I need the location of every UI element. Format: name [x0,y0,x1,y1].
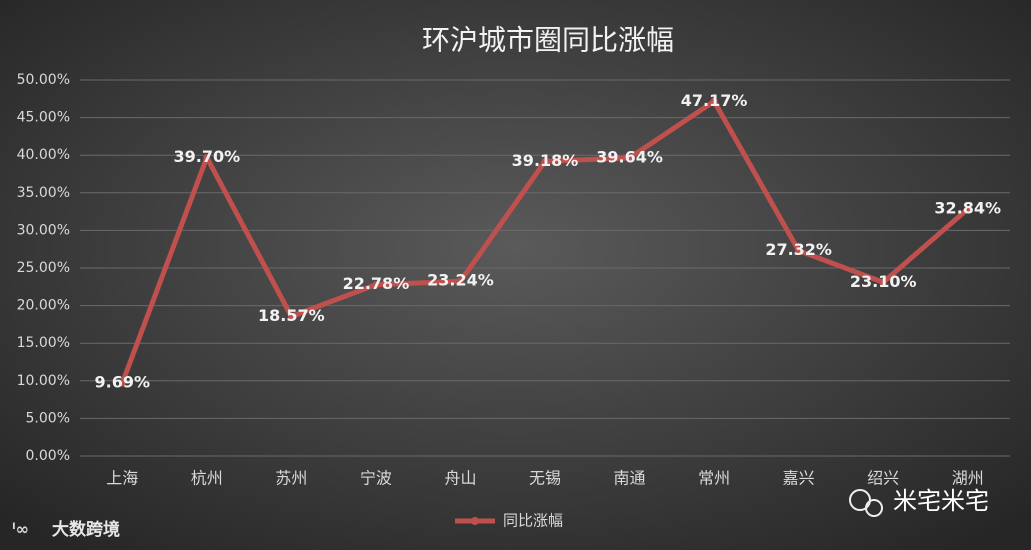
x-tick-label: 杭州 [191,469,223,488]
data-label: 32.84% [934,199,1001,218]
data-label: 23.24% [427,271,494,290]
x-tick-label: 湖州 [952,469,984,488]
watermark-text: 大数跨境 [52,519,120,540]
y-tick-label: 5.00% [26,410,70,426]
x-tick-label: 上海 [106,469,138,488]
x-tick-label: 常州 [698,469,730,488]
data-label: 9.69% [95,373,151,392]
data-label: 39.70% [173,147,240,166]
point [287,312,295,320]
y-tick-label: 0.00% [26,448,70,464]
x-tick-label: 舟山 [444,469,476,488]
point [879,278,887,286]
data-label: 18.57% [258,306,325,325]
point [118,379,126,387]
x-tick-label: 绍兴 [867,469,899,488]
watermark-right: 米宅米宅 [849,487,989,517]
watermark-text: 米宅米宅 [893,487,989,515]
data-label: 23.10% [850,272,917,291]
data-label: 27.32% [765,240,832,259]
watermark-icon [865,499,883,517]
y-tick-label: 30.00% [17,222,70,238]
x-tick-label: 嘉兴 [783,469,815,488]
point [541,157,549,165]
chart-title: 环沪城市圈同比涨幅 [422,24,674,57]
legend-marker [471,517,479,525]
point [964,205,972,213]
y-tick-label: 40.00% [17,147,70,163]
data-label: 39.18% [512,151,579,170]
point [372,281,380,289]
point [203,153,211,161]
y-tick-label: 25.00% [17,260,70,276]
x-tick-label: 南通 [614,469,646,488]
legend-label: 同比涨幅 [503,512,563,530]
x-tick-label: 无锡 [529,469,561,488]
watermark-left: ᑊ∞ 大数跨境 [12,519,120,540]
x-tick-label: 苏州 [275,469,307,488]
y-tick-label: 35.00% [17,185,70,201]
watermark-icon: ᑊ∞ [12,520,29,539]
y-tick-label: 20.00% [17,298,70,314]
point [626,154,634,162]
data-label: 39.64% [596,147,663,166]
data-label: 47.17% [681,91,748,110]
x-tick-label: 宁波 [360,469,392,488]
point [710,97,718,105]
point [795,247,803,255]
point [456,277,464,285]
data-label: 22.78% [343,274,410,293]
y-tick-label: 45.00% [17,110,70,126]
y-tick-label: 50.00% [17,72,70,88]
y-tick-label: 15.00% [17,335,70,351]
y-tick-label: 10.00% [17,373,70,389]
